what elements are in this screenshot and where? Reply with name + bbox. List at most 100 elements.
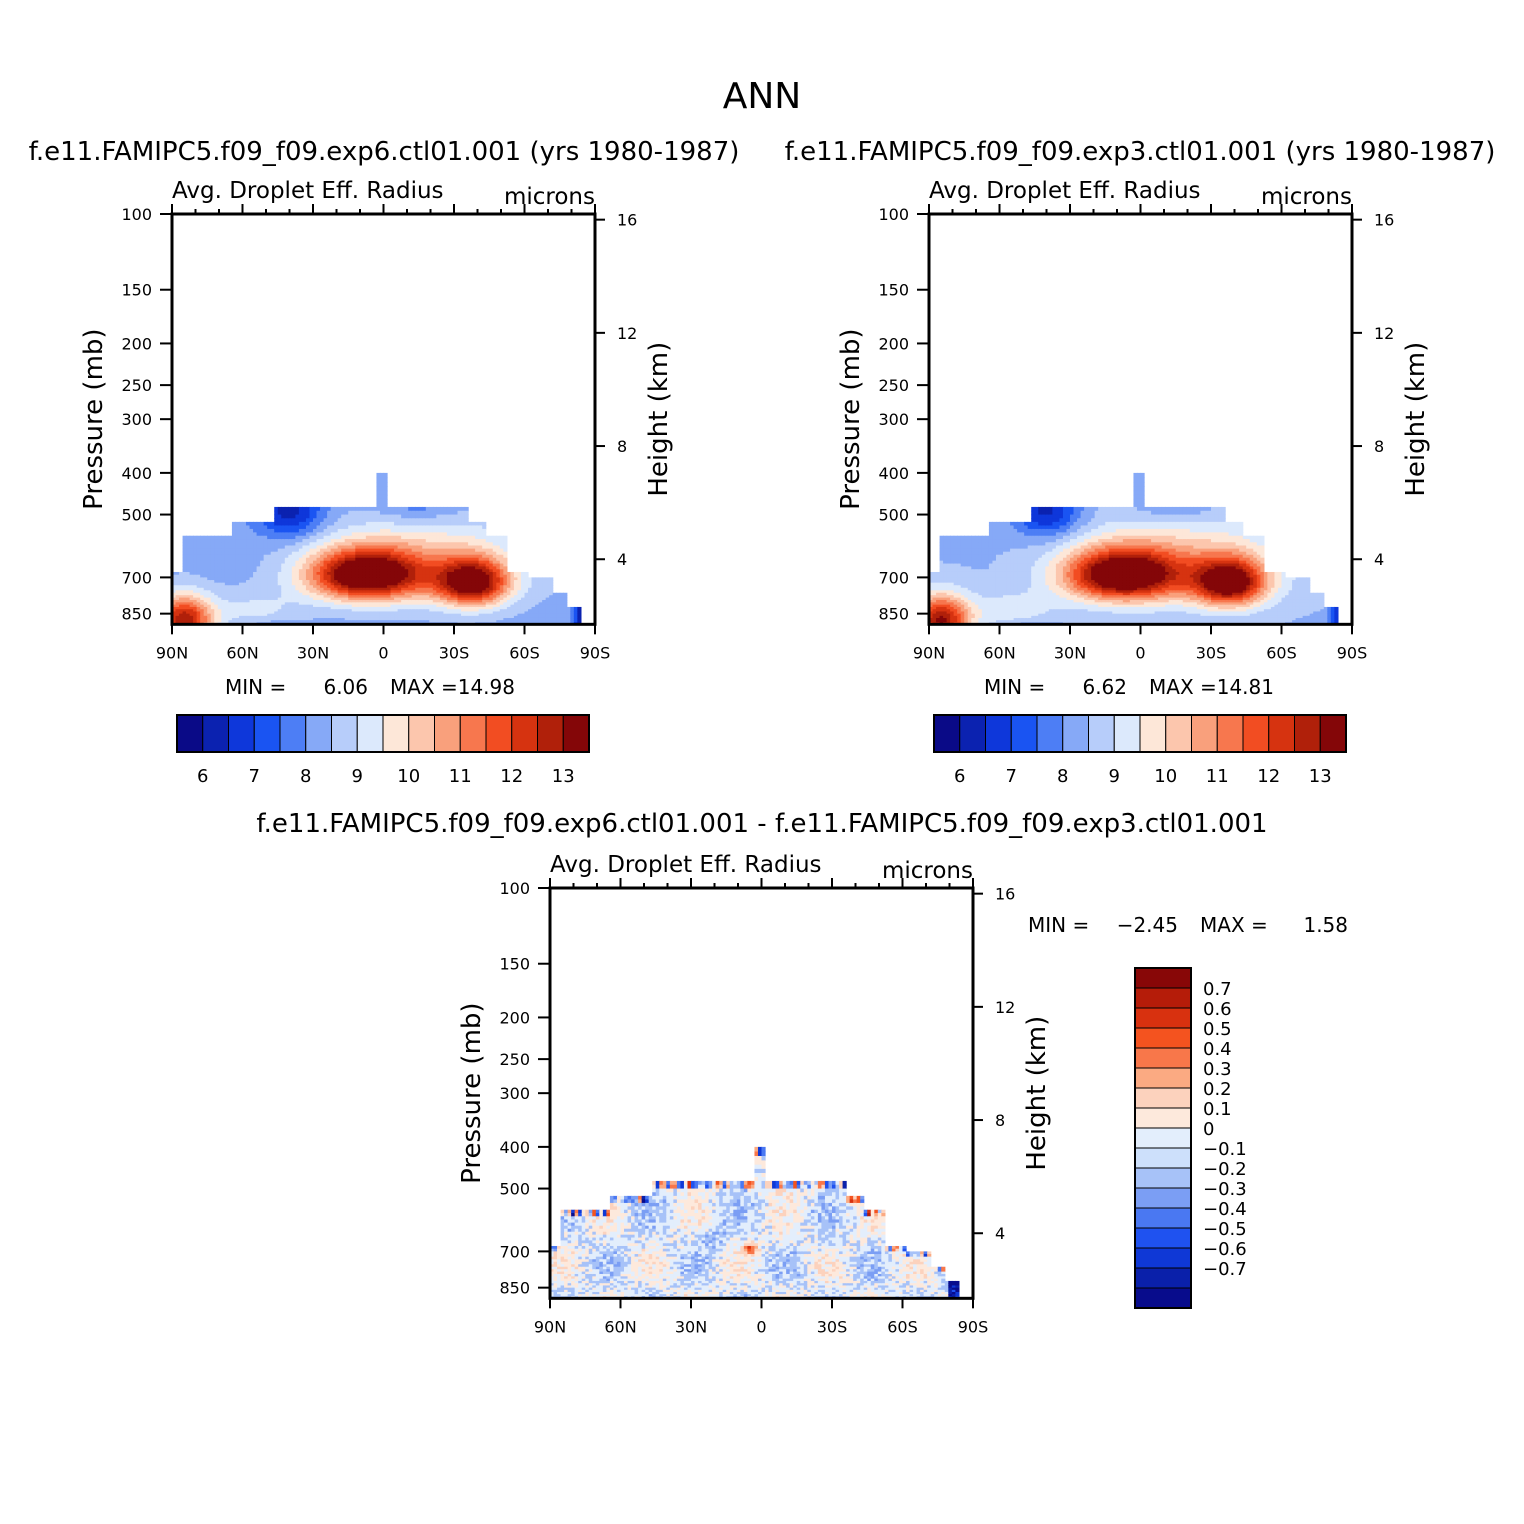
field-cell xyxy=(369,563,374,567)
field-cell xyxy=(489,592,494,596)
field-cell xyxy=(988,554,994,559)
field-cell xyxy=(946,592,951,596)
field-cell xyxy=(221,574,226,578)
field-cell xyxy=(305,611,311,615)
field-cell xyxy=(411,525,416,530)
field-cell xyxy=(446,590,452,594)
field-cell xyxy=(383,590,388,594)
field-cell xyxy=(485,606,490,610)
field-cell xyxy=(950,551,955,556)
field-cell xyxy=(528,609,533,613)
field-cell xyxy=(432,613,437,617)
field-cell xyxy=(422,560,427,565)
field-cell xyxy=(305,569,311,573)
field-cell xyxy=(492,597,497,601)
field-cell xyxy=(316,595,321,599)
field-cell xyxy=(387,539,392,543)
field-cell xyxy=(967,606,972,610)
field-cell xyxy=(992,571,997,576)
field-cell xyxy=(344,535,349,540)
field-cell xyxy=(513,580,519,584)
field-cell xyxy=(256,551,261,556)
field-cell xyxy=(284,525,289,530)
field-cell xyxy=(362,566,367,570)
field-cell xyxy=(454,611,459,615)
field-cell xyxy=(432,551,437,556)
field-cell xyxy=(971,609,976,613)
field-cell xyxy=(235,606,240,610)
field-cell xyxy=(253,563,258,567)
field-cell xyxy=(351,510,356,516)
field-cell xyxy=(943,542,948,547)
field-cell xyxy=(221,566,226,570)
field-cell xyxy=(341,539,346,543)
field-cell xyxy=(932,613,937,617)
field-cell xyxy=(214,557,219,562)
field-cell xyxy=(320,545,325,550)
field-cell xyxy=(981,548,986,553)
field-cell xyxy=(485,595,490,599)
field-cell xyxy=(182,571,187,576)
field-cell xyxy=(446,535,452,540)
field-cell xyxy=(960,542,965,547)
field-cell xyxy=(439,557,445,562)
field-cell xyxy=(524,613,529,617)
field-cell xyxy=(344,542,349,547)
field-cell xyxy=(362,548,367,553)
field-cell xyxy=(520,609,526,613)
field-cell xyxy=(193,611,198,615)
field-cell xyxy=(295,514,300,519)
field-cell xyxy=(932,582,937,586)
field-cell xyxy=(298,563,304,567)
field-cell xyxy=(207,609,212,613)
field-cell xyxy=(193,569,198,573)
field-cell xyxy=(214,569,219,573)
field-cell xyxy=(263,595,268,599)
field-cell xyxy=(556,613,561,617)
field-cell xyxy=(411,602,416,606)
field-cell xyxy=(242,597,247,601)
field-cell xyxy=(323,617,328,621)
field-cell xyxy=(355,609,360,613)
field-cell xyxy=(327,563,332,567)
field-cell xyxy=(520,585,526,589)
field-cell xyxy=(517,617,522,621)
colorbar-label: 13 xyxy=(552,766,575,787)
field-cell xyxy=(337,604,342,608)
field-cell xyxy=(471,566,476,570)
field-cell xyxy=(929,580,934,584)
field-cell xyxy=(971,554,976,559)
field-cell xyxy=(365,592,370,596)
field-cell xyxy=(387,551,392,556)
field-cell xyxy=(383,525,388,530)
field-cell xyxy=(235,566,240,570)
field-cell xyxy=(281,609,286,613)
field-cell xyxy=(351,611,356,615)
field-cell xyxy=(461,574,466,578)
y-tick-label: 500 xyxy=(121,506,152,525)
field-cell xyxy=(277,535,282,540)
field-cell xyxy=(242,590,247,594)
field-cell xyxy=(274,551,279,556)
field-cell xyxy=(964,615,969,619)
field-cell xyxy=(189,620,194,623)
field-cell xyxy=(475,611,480,615)
field-cell xyxy=(284,577,289,581)
field-cell xyxy=(260,528,265,533)
field-cell xyxy=(1010,590,1015,594)
field-cell xyxy=(348,617,353,621)
field-cell xyxy=(401,539,406,543)
field-cell xyxy=(531,604,536,608)
field-cell xyxy=(394,609,399,613)
field-cell xyxy=(394,528,399,533)
field-cell xyxy=(950,599,955,603)
field-cell xyxy=(499,542,504,547)
field-cell xyxy=(577,617,582,621)
field-cell xyxy=(182,604,187,608)
field-cell xyxy=(200,585,205,589)
field-cell xyxy=(295,528,300,533)
field-cell xyxy=(946,587,951,591)
field-cell xyxy=(267,548,272,553)
field-cell xyxy=(468,582,473,586)
field-cell xyxy=(323,539,328,543)
